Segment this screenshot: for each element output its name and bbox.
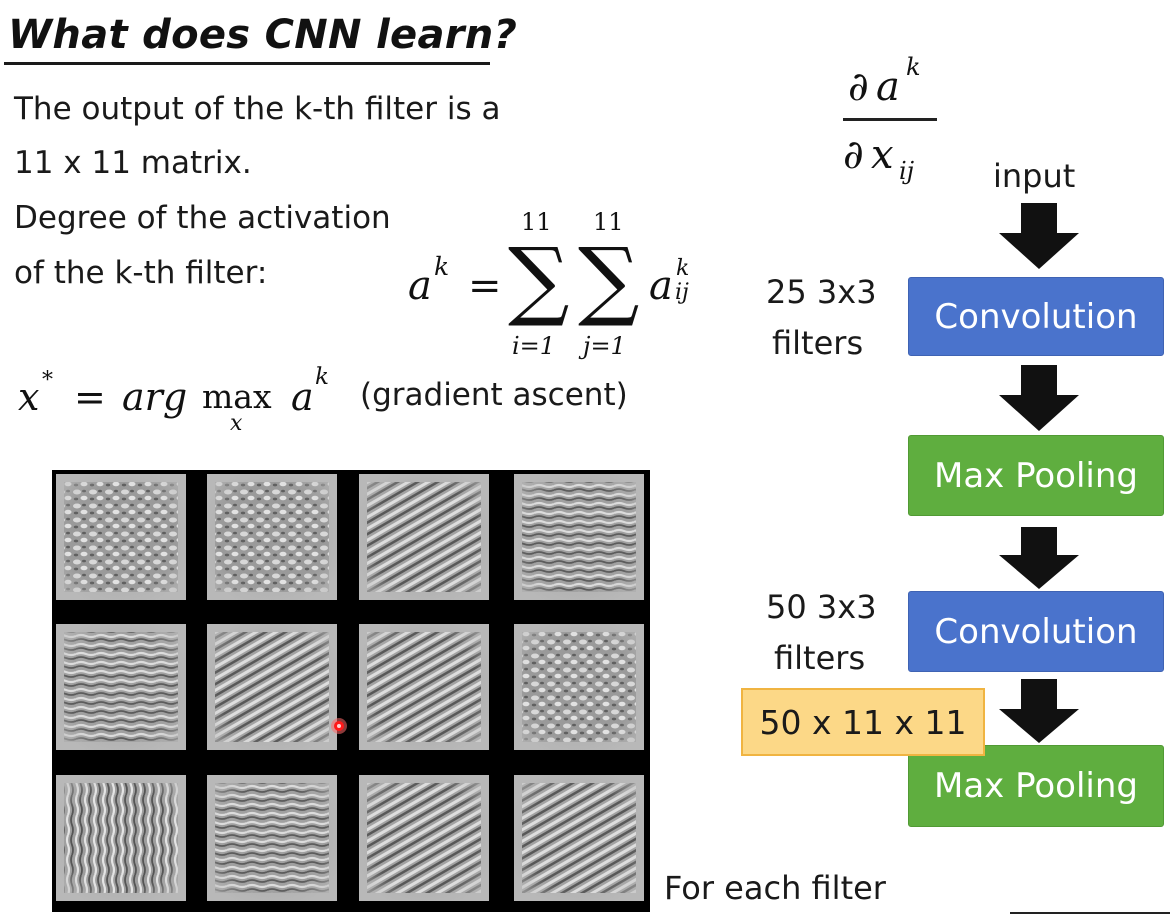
derivative-den-d: ∂	[843, 132, 864, 178]
filter-image-2	[207, 474, 337, 600]
sum1-lower: i=1	[512, 332, 556, 360]
corner-divider	[1010, 912, 1170, 914]
filter-image-3	[359, 474, 489, 600]
argmax-max-sub: x	[230, 411, 243, 436]
formula-lhs: a	[408, 263, 432, 309]
down-arrow-icon	[999, 365, 1079, 431]
filter-visualization-grid	[52, 470, 650, 912]
argmax-a: a	[291, 375, 314, 419]
filter-image-5	[56, 624, 186, 750]
convolution-box-2: Convolution	[908, 591, 1164, 672]
convolution-box-1: Convolution	[908, 277, 1164, 356]
formula-term-sub: ij	[675, 280, 689, 305]
derivative-num-d: ∂	[848, 64, 869, 110]
formula-lhs-sup: k	[434, 252, 450, 281]
caption-for-each-filter: For each filter	[664, 869, 886, 907]
down-arrow-icon	[999, 203, 1079, 269]
output-shape-box: 50 x 11 x 11	[741, 688, 985, 756]
sum2-symbol: ∑	[578, 230, 640, 330]
cursor-marker-icon	[331, 718, 347, 734]
formula-equals: =	[468, 263, 502, 309]
filter-image-12	[514, 775, 644, 901]
conv2-filter-count: 50 3x3	[766, 588, 877, 626]
text-line-2: 11 x 11 matrix.	[14, 145, 252, 181]
down-arrow-icon	[999, 679, 1079, 743]
filter-image-7	[359, 624, 489, 750]
title-underline	[4, 62, 490, 65]
down-arrow-icon	[999, 527, 1079, 589]
fraction-bar	[843, 118, 937, 121]
derivative-den-x: x	[871, 132, 894, 178]
filter-image-4	[514, 474, 644, 600]
argmax-equals: =	[74, 375, 106, 419]
text-line-4: of the k-th filter:	[14, 255, 268, 291]
filter-image-1	[56, 474, 186, 600]
conv1-filter-label: filters	[772, 324, 864, 362]
sum2-lower: j=1	[583, 332, 626, 360]
text-line-3: Degree of the activation	[14, 200, 391, 236]
filter-image-6	[207, 624, 337, 750]
filter-image-9	[56, 775, 186, 901]
argmax-x: x	[18, 375, 40, 419]
filter-image-11	[359, 775, 489, 901]
text-line-1: The output of the k-th filter is a	[14, 91, 501, 127]
derivative-num-a: a	[876, 64, 900, 110]
sum1-upper: 11	[521, 208, 552, 236]
argmax-arg: arg	[122, 375, 188, 419]
argmax-star: *	[42, 368, 53, 393]
derivative-num-sup: k	[906, 53, 921, 81]
conv1-filter-count: 25 3x3	[766, 273, 877, 311]
conv2-filter-label: filters	[774, 639, 866, 677]
filter-image-8	[514, 624, 644, 750]
formula-term: a	[649, 263, 673, 309]
argmax-max: max	[202, 377, 272, 416]
input-label: input	[993, 157, 1076, 195]
slide-title: What does CNN learn?	[8, 12, 518, 58]
sum1-symbol: ∑	[508, 230, 570, 330]
sum2-upper: 11	[593, 208, 624, 236]
max-pooling-box-1: Max Pooling	[908, 435, 1164, 516]
gradient-ascent-note: (gradient ascent)	[360, 377, 628, 413]
max-pooling-box-2: Max Pooling	[908, 745, 1164, 827]
filter-image-10	[207, 775, 337, 901]
argmax-a-sup: k	[315, 364, 329, 390]
derivative-den-sub: ij	[899, 157, 915, 185]
formula-term-sup: k	[676, 256, 690, 281]
